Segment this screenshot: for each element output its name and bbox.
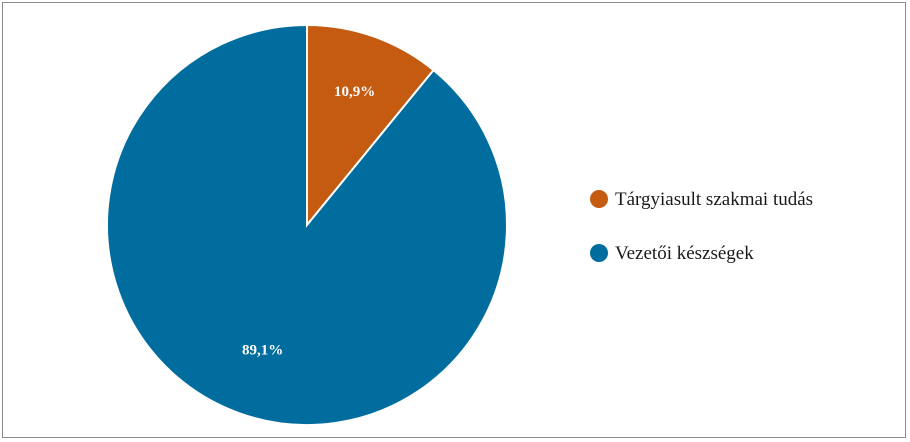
pie-slice-2 — [106, 23, 508, 426]
pie-slice-1 — [306, 23, 435, 228]
slice-data-label-2: 89,1% — [242, 342, 283, 358]
chart-frame: 10,9% 89,1% Tárgyiasult szakmai tudás Vezet… — [2, 2, 906, 438]
legend-marker-1 — [590, 190, 608, 208]
slice-data-label-1: 10,9% — [334, 84, 375, 100]
legend-marker-2 — [590, 244, 608, 262]
legend-label-1: Tárgyiasult szakmai tudás — [615, 189, 813, 210]
pie-chart: 10,9% 89,1% Tárgyiasult szakmai tudás Vezet… — [106, 23, 813, 426]
legend-label-2: Vezetői készségek — [615, 243, 754, 264]
